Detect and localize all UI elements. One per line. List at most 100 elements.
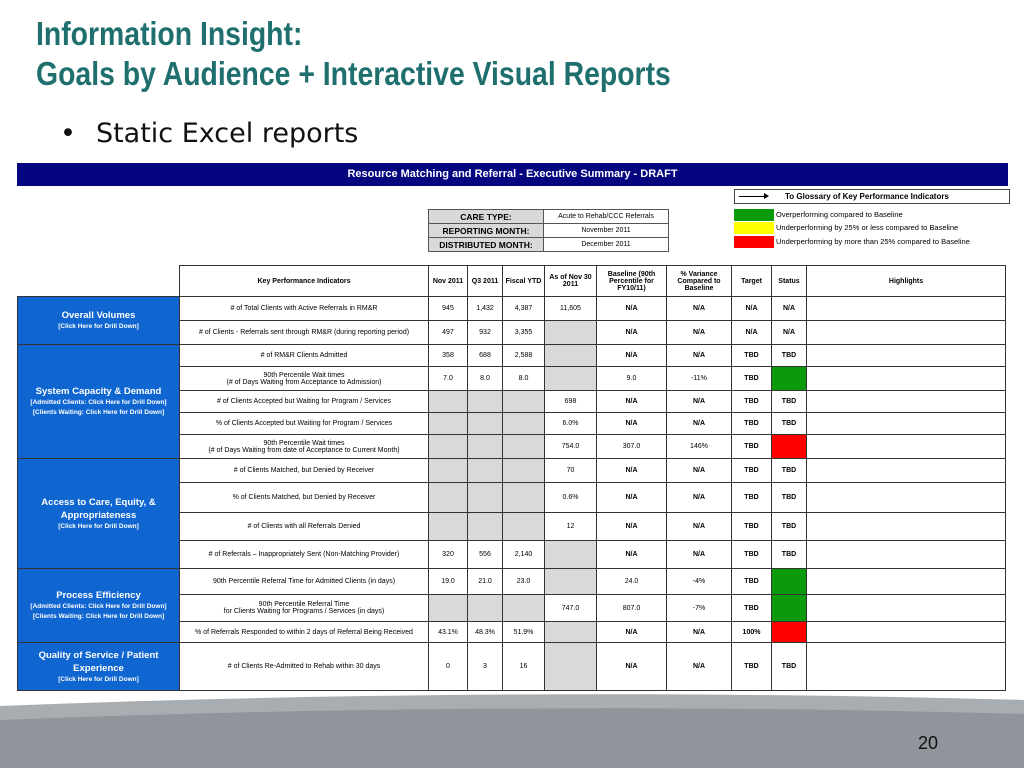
kpi-ytd: 23.0 [502,568,545,595]
kpi-variance: -4% [666,568,732,595]
group-quality-of-service[interactable]: Quality of Service / Patient Experience … [17,642,180,691]
drill-down-link[interactable]: [Click Here for Drill Down] [58,522,139,530]
kpi-target: TBD [731,390,772,413]
kpi-asof [544,621,597,643]
glossary-link[interactable]: To Glossary of Key Performance Indicator… [734,189,1010,204]
header-ytd: Fiscal YTD [502,265,545,297]
kpi-name: # of Clients Re-Admitted to Rehab within… [179,642,429,691]
table-row: 90th Percentile Wait times (# of Days Wai… [18,434,1006,459]
kpi-highlights [806,621,1006,643]
table-row: Overall Volumes [Click Here for Drill Do… [17,296,1006,345]
kpi-variance: N/A [666,621,732,643]
drill-down-link-admitted[interactable]: [Admitted Clients: Click Here for Drill … [30,399,167,406]
kpi-asof [544,320,597,345]
kpi-name: # of Clients with all Referrals Denied [179,512,429,541]
kpi-ytd: 3,355 [502,320,545,345]
kpi-status: TBD [771,482,807,513]
kpi-q3 [467,594,503,622]
kpi-nov [428,434,468,459]
table-row: 90th Percentile Referral Time for Clients… [18,594,1006,622]
drill-down-link-waiting[interactable]: [Clients Waiting: Click Here for Drill D… [32,409,165,416]
kpi-header-row: Key Performance Indicators Nov 2011 Q3 2… [17,265,1006,297]
meta-value: Acute to Rehab/CCC Referrals [543,209,669,224]
kpi-status-indicator [771,366,807,391]
bullet-item: • Static Excel reports [60,118,358,149]
kpi-baseline: N/A [596,621,667,643]
kpi-status-indicator [771,594,807,622]
kpi-q3: 21.0 [467,568,503,595]
kpi-name: # of Clients Accepted but Waiting for Pr… [179,390,429,413]
kpi-q3: 48.3% [467,621,503,643]
kpi-nov: 43.1% [428,621,468,643]
kpi-target: TBD [731,412,772,435]
kpi-highlights [806,320,1006,345]
header-status: Status [771,265,807,297]
kpi-variance: -7% [666,594,732,622]
kpi-target: 100% [731,621,772,643]
group-access-to-care[interactable]: Access to Care, Equity, & Appropriatenes… [17,458,180,569]
kpi-name-line2: (# of Days Waiting from Acceptance to Ad… [226,378,382,386]
drill-down-link-waiting[interactable]: [Clients Waiting: Click Here for Drill D… [32,613,165,620]
kpi-target: TBD [731,568,772,595]
legend-label: Underperforming by more than 25% compare… [776,237,970,246]
kpi-name-line2: for Clients Waiting for Programs / Servi… [223,608,385,615]
kpi-highlights [806,344,1006,367]
kpi-status: TBD [771,458,807,483]
kpi-q3 [467,482,503,513]
kpi-status-indicator [771,568,807,595]
kpi-status: TBD [771,642,807,691]
kpi-q3 [467,458,503,483]
kpi-variance: N/A [666,482,732,513]
drill-down-link-admitted[interactable]: [Admitted Clients: Click Here for Drill … [30,603,167,610]
kpi-status: TBD [771,512,807,541]
kpi-name: # of Referrals – Inappropriately Sent (N… [179,540,429,569]
legend-swatch-red [734,236,774,248]
group-process-efficiency[interactable]: Process Efficiency [Admitted Clients: Cl… [17,568,180,643]
title-line-1: Information Insight: [36,15,303,52]
kpi-ytd [502,512,545,541]
table-row: System Capacity & Demand [Admitted Clien… [17,344,1006,459]
kpi-nov [428,512,468,541]
kpi-highlights [806,412,1006,435]
kpi-baseline: N/A [596,642,667,691]
kpi-ytd [502,482,545,513]
kpi-nov [428,390,468,413]
kpi-nov [428,594,468,622]
kpi-asof [544,366,597,391]
kpi-highlights [806,540,1006,569]
kpi-baseline: N/A [596,482,667,513]
kpi-asof [544,642,597,691]
kpi-ytd: 2,588 [502,344,545,367]
kpi-q3: 688 [467,344,503,367]
kpi-q3: 932 [467,320,503,345]
kpi-q3: 556 [467,540,503,569]
header-nov: Nov 2011 [428,265,468,297]
kpi-name: % of Referrals Responded to within 2 day… [179,621,429,643]
kpi-variance: N/A [666,296,732,321]
table-row: # of Clients with all Referrals Denied 1… [18,512,1006,541]
group-system-capacity[interactable]: System Capacity & Demand [Admitted Clien… [17,344,180,459]
table-row: # of Clients Accepted but Waiting for Pr… [18,390,1006,413]
kpi-asof: 11,605 [544,296,597,321]
kpi-target: N/A [731,296,772,321]
kpi-name: # of RM&R Clients Admitted [179,344,429,367]
kpi-q3: 8.0 [467,366,503,391]
kpi-variance: N/A [666,642,732,691]
drill-down-link[interactable]: [Click Here for Drill Down] [58,675,139,683]
drill-down-link[interactable]: [Click Here for Drill Down] [58,323,139,330]
kpi-baseline: N/A [596,412,667,435]
kpi-highlights [806,568,1006,595]
kpi-asof: 747.0 [544,594,597,622]
kpi-name: 90th Percentile Wait times (# of Days Wai… [179,434,429,459]
kpi-name: % of Clients Accepted but Waiting for Pr… [179,412,429,435]
group-overall-volumes[interactable]: Overall Volumes [Click Here for Drill Do… [17,296,180,345]
bullet-dot-icon: • [60,118,76,149]
kpi-target: TBD [731,594,772,622]
group-title: Access to Care, Equity, & Appropriatenes… [41,496,156,521]
kpi-ytd [502,412,545,435]
kpi-status: TBD [771,390,807,413]
bullet-text: Static Excel reports [95,118,359,149]
header-variance: % Variance Compared to Baseline [666,265,732,297]
header-target: Target [731,265,772,297]
table-row: % of Referrals Responded to within 2 day… [18,621,1006,643]
